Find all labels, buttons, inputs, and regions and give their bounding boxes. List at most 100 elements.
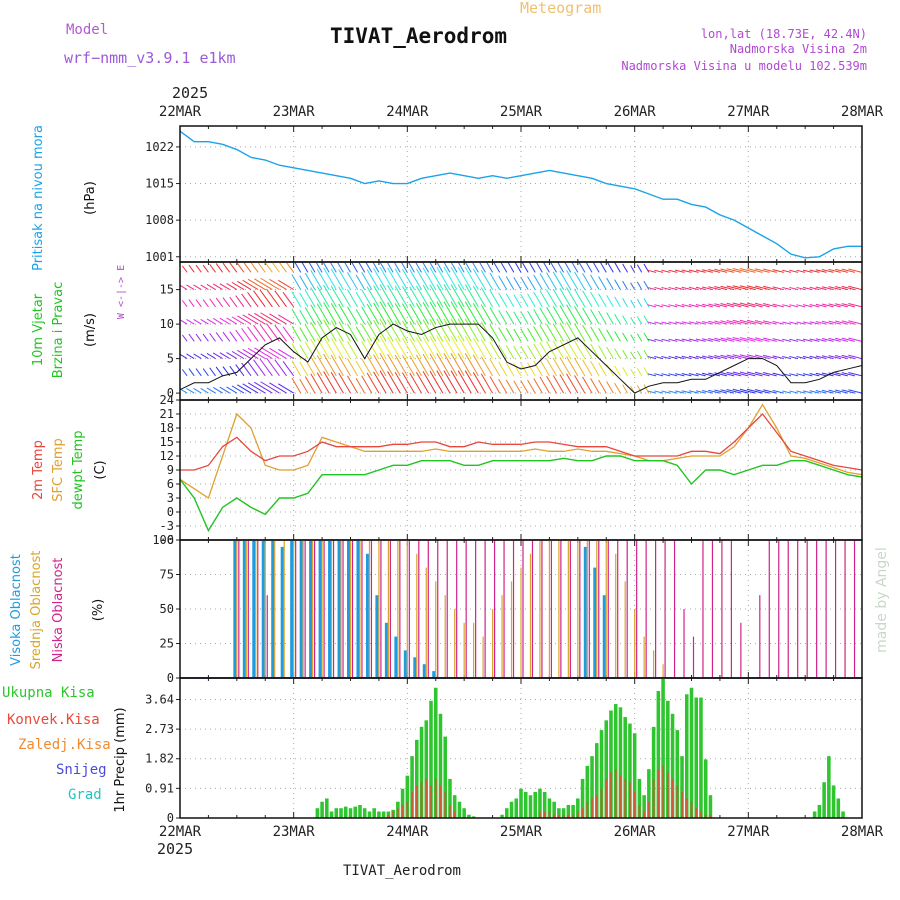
wind-barb — [301, 262, 309, 273]
wind-barb — [429, 267, 444, 290]
cloud-bar — [304, 540, 306, 678]
wind-barb — [566, 287, 579, 308]
wind-barb — [732, 388, 749, 394]
wind-barb — [330, 354, 344, 377]
wind-barb — [472, 302, 486, 325]
conv-precip-bar — [619, 775, 622, 818]
precip-bar — [509, 801, 514, 818]
wind-barb — [732, 371, 749, 377]
wind-barb — [361, 358, 373, 377]
wind-barb — [746, 302, 763, 308]
wind-barb — [802, 373, 813, 377]
wind-barb — [269, 313, 287, 325]
wind-barb — [809, 321, 820, 325]
precip-bar — [557, 808, 561, 818]
wind-barb — [505, 362, 515, 377]
wind-barb — [206, 284, 216, 291]
wind-barb — [394, 320, 408, 342]
wind-barb — [180, 392, 181, 394]
wind-barb — [241, 328, 252, 342]
wind-barb — [732, 302, 749, 308]
wind-barb — [789, 321, 799, 325]
wind-barb — [253, 324, 266, 342]
wind-barb — [215, 332, 224, 342]
ytick-label: 1015 — [145, 177, 174, 191]
precip-bar — [467, 814, 471, 818]
precip-bar — [320, 801, 324, 818]
precip-bar — [699, 697, 703, 818]
wind-barb — [291, 308, 302, 325]
wind-barb — [614, 382, 621, 394]
precip-bar — [353, 806, 358, 818]
wind-barbs — [180, 262, 862, 394]
cloud-bar — [475, 540, 477, 678]
wind-barb — [546, 375, 557, 394]
conv-precip-bar — [453, 811, 456, 818]
wind-barb — [556, 262, 565, 273]
wind-barb — [513, 294, 522, 308]
conv-precip-bar — [690, 801, 693, 818]
conv-precip-bar — [567, 814, 570, 818]
cloud-bar — [550, 540, 553, 678]
wind-barb — [188, 368, 195, 377]
wind-barb — [409, 303, 422, 325]
conv-precip-bar — [586, 801, 589, 818]
wind-barb — [291, 291, 302, 308]
precip-bar — [613, 704, 618, 818]
cloud-bar — [602, 595, 606, 678]
cloud-bar — [702, 540, 704, 678]
wind-barb — [546, 324, 557, 342]
conv-precip-bar — [591, 798, 593, 818]
wind-barb — [802, 338, 813, 342]
cloud-bar — [588, 540, 590, 678]
cloud-bar — [365, 553, 369, 678]
wind-barb — [323, 319, 337, 342]
precip-bar — [651, 726, 656, 818]
wind-barb — [366, 286, 380, 308]
wind-barb — [242, 314, 259, 325]
wind-barb — [219, 317, 230, 325]
precip-bar — [656, 691, 661, 818]
wind-barb — [606, 295, 614, 308]
cloud-bar — [408, 540, 410, 678]
wind-barb — [457, 301, 472, 325]
cloud-bar — [465, 540, 467, 678]
conv-precip-bar — [572, 814, 574, 818]
sfc-temp-ylabel: SFC Temp — [51, 438, 66, 502]
wind-barb — [464, 262, 472, 273]
ytick-label: 0 — [167, 386, 174, 400]
conv-precip-bar — [415, 785, 418, 818]
wind-barb — [379, 370, 394, 394]
conv-precip-bar — [605, 778, 608, 818]
wind-barb — [636, 367, 643, 377]
wind-barb — [242, 348, 259, 360]
precip-bar — [358, 804, 362, 818]
wind-barb — [520, 276, 529, 290]
cloud-bar — [361, 540, 363, 678]
wind-barb — [291, 326, 302, 342]
wind-barb — [304, 358, 316, 377]
wind-barb — [310, 356, 323, 377]
wind-barb — [630, 316, 636, 325]
cloud-bar — [328, 540, 332, 678]
conv-precip-bar — [643, 811, 646, 818]
wind-barb — [654, 286, 664, 291]
cloud-bar — [512, 540, 515, 678]
cloud-bar — [332, 540, 335, 678]
wind-barb — [472, 320, 486, 342]
wind-barb — [539, 290, 550, 308]
wind-barb — [436, 353, 451, 377]
pressure-line — [179, 130, 862, 259]
wind-barb — [464, 370, 479, 394]
wind-barb — [299, 327, 309, 342]
wind-barb — [714, 372, 728, 377]
wind-barb — [702, 355, 713, 360]
wind-barb — [274, 290, 287, 308]
cloud-bar — [351, 540, 354, 678]
wind-barb — [688, 286, 699, 291]
wind-barb — [285, 262, 295, 273]
wind-barb — [254, 381, 273, 394]
precip-bar — [334, 808, 339, 818]
wind-barb — [559, 288, 572, 308]
wind-barb — [754, 371, 770, 377]
